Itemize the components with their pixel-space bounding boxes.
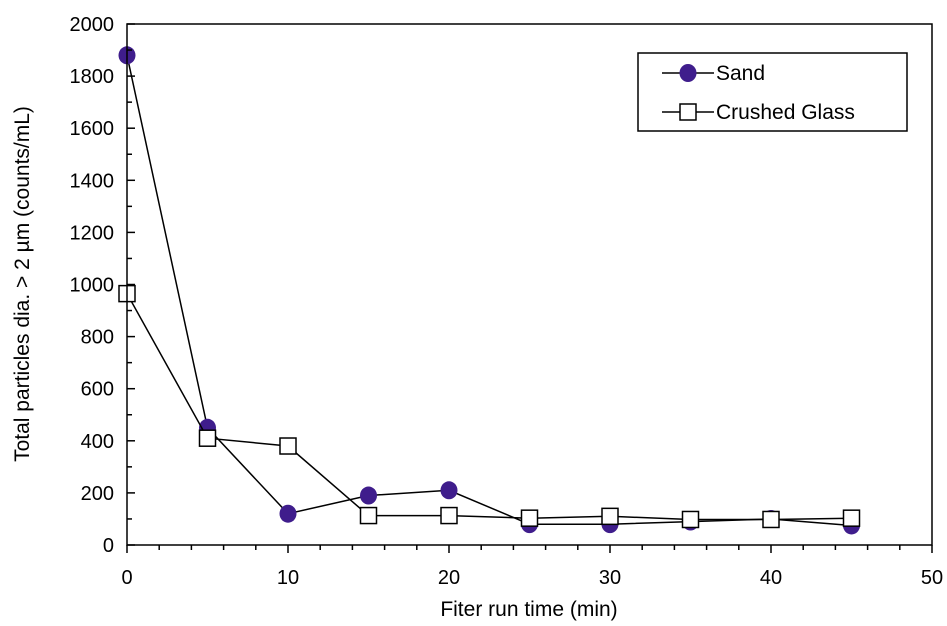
y-tick-label: 400 [81,431,114,453]
y-tick-label: 1600 [70,118,115,140]
legend-marker-sand [679,64,697,82]
data-point-crushed-glass [440,506,458,525]
y-tick-label: 1200 [70,222,115,244]
data-point-crushed-glass [762,510,780,529]
data-point-crushed-glass [279,437,297,455]
y-tick-label: 1000 [70,275,115,297]
y-tick-label: 800 [81,327,114,349]
x-tick-label: 50 [921,567,943,589]
series-line-sand [126,55,852,527]
data-point-crushed-glass [681,510,700,529]
series-line-crushed-glass [126,293,852,521]
x-tick-label: 40 [760,567,782,589]
y-tick-label: 0 [103,535,114,557]
y-axis-title: Total particles dia. > 2 µm (counts/mL) [11,106,34,462]
data-point-crushed-glass [842,509,861,527]
x-tick-label: 0 [121,567,132,589]
data-point-crushed-glass [198,429,217,447]
data-point-crushed-glass [359,506,378,525]
legend-label-crushed-glass: Crushed Glass [716,101,855,124]
legend-marker-crushed-glass [679,103,697,121]
data-point-crushed-glass [601,507,619,526]
data-point-sand [440,481,458,500]
x-tick-label: 20 [438,567,460,589]
y-tick-label: 1400 [70,170,115,192]
y-tick-label: 2000 [70,14,115,36]
x-axis-ticks: 0 10 20 30 40 50 [121,545,943,589]
series-layer [118,46,861,535]
x-tick-label: 30 [599,567,621,589]
x-axis-title: Fiter run time (min) [440,598,617,621]
data-point-sand [360,486,377,505]
data-point-sand [279,504,297,523]
x-tick-label: 10 [277,567,299,589]
legend-label-sand: Sand [716,62,765,85]
y-axis-ticks: 0 200 400 600 800 1000 1200 1400 1600 1800 2000 [70,14,135,557]
data-point-crushed-glass [520,509,539,527]
y-tick-label: 200 [81,483,114,505]
y-tick-label: 600 [81,379,114,401]
y-tick-label: 1800 [70,66,115,88]
legend: Sand Crushed Glass [637,52,908,132]
